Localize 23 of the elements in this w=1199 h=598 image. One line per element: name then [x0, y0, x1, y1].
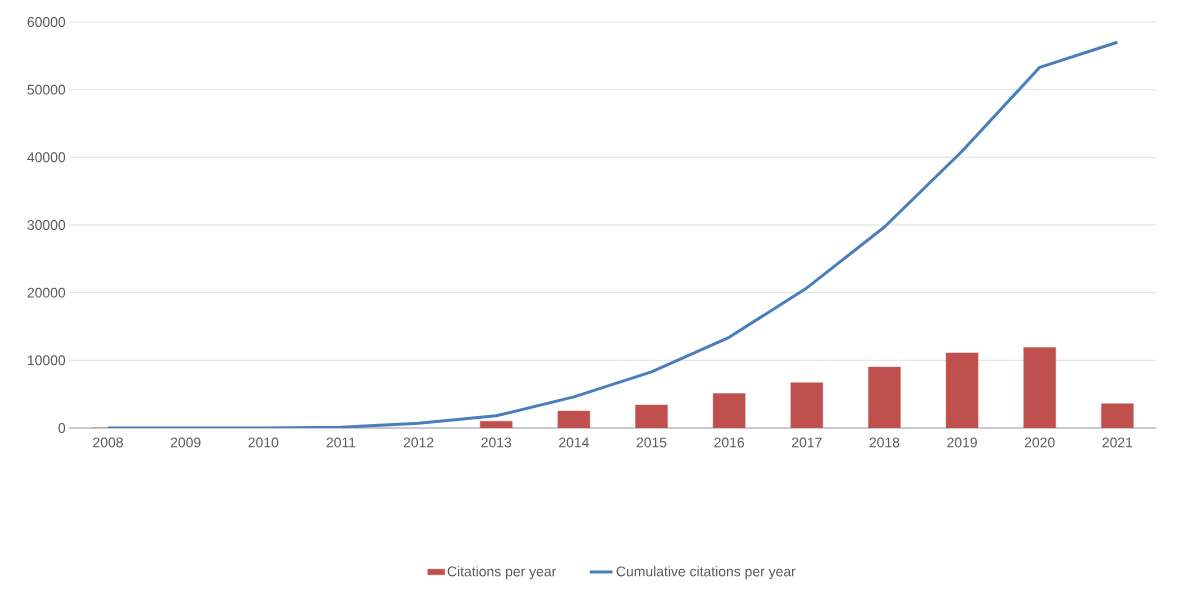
y-tick-label: 10000: [27, 355, 66, 366]
legend-label: Citations per year: [447, 566, 557, 580]
legend-label: Cumulative citations per year: [616, 566, 796, 580]
x-tick-label: 2019: [947, 437, 977, 448]
x-tick-label: 2016: [714, 437, 745, 448]
x-tick-label: 2015: [636, 437, 667, 448]
x-tick-label: 2021: [1102, 437, 1133, 448]
y-tick-label: 20000: [27, 287, 66, 298]
x-tick-label: 2017: [791, 437, 822, 448]
x-tick-label: 2011: [326, 437, 356, 448]
x-tick-label: 2010: [248, 437, 279, 448]
x-tick-label: 2013: [481, 437, 512, 448]
y-tick-label: 0: [58, 423, 66, 433]
x-tick-label: 2018: [869, 437, 900, 448]
y-tick-label: 50000: [27, 84, 66, 95]
x-tick-label: 2014: [559, 437, 589, 448]
x-tick-label: 2012: [403, 437, 434, 448]
y-tick-label: 40000: [27, 152, 66, 163]
y-tick-label: 30000: [27, 220, 66, 230]
x-tick-label: 2009: [170, 437, 201, 448]
x-tick-label: 2008: [93, 437, 123, 448]
y-tick-label: 60000: [27, 17, 66, 27]
x-tick-label: 2020: [1024, 437, 1055, 448]
